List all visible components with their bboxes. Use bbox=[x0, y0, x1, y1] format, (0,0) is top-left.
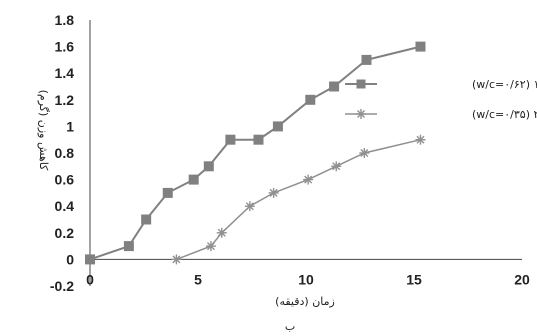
data-point-square bbox=[162, 187, 173, 198]
legend-label-series-1: نمونه ۱ (w/c=۰/۶۲) bbox=[472, 78, 537, 91]
y-tick-label: 1.8 bbox=[55, 12, 75, 28]
data-point-star bbox=[303, 174, 314, 185]
data-point-square bbox=[203, 161, 214, 172]
data-point-star bbox=[205, 241, 216, 252]
data-point-square bbox=[253, 134, 264, 145]
data-point-star bbox=[415, 134, 426, 145]
y-tick-label: 1 bbox=[66, 118, 74, 134]
y-tick-label: 0.2 bbox=[55, 225, 75, 241]
series-layer bbox=[85, 41, 426, 265]
y-tick-label: 0.4 bbox=[55, 198, 75, 214]
y-tick-label: 0 bbox=[66, 251, 74, 267]
y-tick-label: 1.2 bbox=[55, 92, 75, 108]
legend-entry-series-1: نمونه ۱ (w/c=۰/۶۲) bbox=[345, 78, 537, 91]
series-line-1 bbox=[89, 45, 421, 261]
data-point-star bbox=[216, 227, 227, 238]
data-point-square bbox=[141, 214, 152, 225]
series-2 bbox=[171, 134, 426, 265]
x-tick-label: 0 bbox=[86, 271, 94, 287]
x-tick-label: 20 bbox=[514, 271, 530, 287]
data-point-square bbox=[85, 254, 95, 265]
y-axis-title: کاهش وزن (گرم) bbox=[37, 90, 50, 172]
data-point-star bbox=[171, 254, 182, 265]
data-point-square bbox=[225, 134, 236, 145]
data-point-star bbox=[331, 161, 342, 172]
x-tick-label: 5 bbox=[194, 271, 202, 287]
series-line-2 bbox=[176, 138, 421, 261]
data-point-square bbox=[415, 41, 426, 52]
data-point-square bbox=[361, 54, 372, 65]
series-1 bbox=[85, 41, 426, 265]
legend-star-marker-icon bbox=[356, 109, 366, 119]
y-tick-label: 1.6 bbox=[55, 39, 75, 55]
data-point-square bbox=[123, 241, 134, 252]
x-tick-labels: 0 5 10 15 20 bbox=[86, 271, 530, 287]
data-point-square bbox=[305, 94, 316, 105]
legend-entry-series-2: نمونه ۲ (w/c=۰/۳۵) bbox=[345, 108, 537, 121]
data-point-square bbox=[272, 121, 283, 132]
x-tick-label: 10 bbox=[298, 271, 314, 287]
y-tick-label: -0.2 bbox=[50, 278, 74, 294]
data-point-square bbox=[329, 81, 340, 92]
legend-label-series-2: نمونه ۲ (w/c=۰/۳۵) bbox=[472, 108, 537, 121]
y-tick-label: 0.6 bbox=[55, 172, 75, 188]
data-point-star bbox=[268, 187, 279, 198]
y-tick-labels: -0.2 0 0.2 0.4 0.6 0.8 1 1.2 1.4 1.6 1.8 bbox=[50, 12, 74, 294]
data-point-star bbox=[359, 148, 370, 158]
data-point-star bbox=[244, 201, 255, 212]
x-axis-title: زمان (دقیقه) bbox=[275, 295, 335, 308]
x-tick-label: 15 bbox=[406, 271, 422, 287]
legend-square-marker-icon bbox=[356, 79, 366, 89]
legend: نمونه ۱ (w/c=۰/۶۲) نمونه ۲ (w/c=۰/۳۵) bbox=[345, 78, 537, 121]
data-point-square bbox=[188, 174, 199, 185]
y-tick-label: 1.4 bbox=[55, 65, 75, 81]
figure-caption: ب bbox=[285, 320, 295, 333]
y-tick-label: 0.8 bbox=[55, 145, 75, 161]
plot-area: -0.2 0 0.2 0.4 0.6 0.8 1 1.2 1.4 1.6 1.8 0 5 10 15 20 bbox=[50, 12, 530, 294]
